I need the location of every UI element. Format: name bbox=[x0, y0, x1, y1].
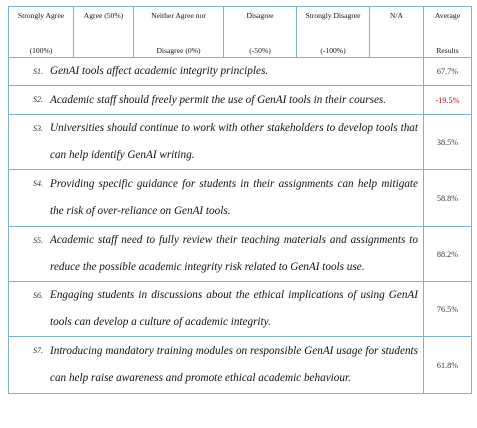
statement-number: S1. bbox=[33, 67, 43, 76]
statement-number: S4. bbox=[33, 179, 43, 188]
statement-text: Engaging students in discussions about t… bbox=[50, 289, 418, 328]
statement-cell: S4. Providing specific guidance for stude… bbox=[8, 169, 424, 227]
statement-cell: S1. GenAI tools affect academic integrity… bbox=[8, 57, 424, 86]
statement-row: S2. Academic staff should freely permit … bbox=[8, 85, 472, 115]
statement-row: S3. Universities should continue to work … bbox=[8, 114, 472, 170]
statement-cell: S2. Academic staff should freely permit … bbox=[8, 85, 424, 115]
statement-number: S2. bbox=[33, 95, 43, 104]
average-result: -19.5% bbox=[423, 85, 472, 115]
header-agree: Agree (50%) bbox=[73, 6, 134, 58]
statement-row: S1. GenAI tools affect academic integrity… bbox=[8, 57, 472, 86]
statement-number: S3. bbox=[33, 124, 43, 133]
statement-cell: S5. Academic staff need to fully review t… bbox=[8, 226, 424, 282]
statement-cell: S7. Introducing mandatory training module… bbox=[8, 336, 424, 394]
average-result: 38.5% bbox=[423, 114, 472, 170]
header-disagree: Disagree (-50%) bbox=[223, 6, 297, 58]
statement-text: Academic staff should freely permit the … bbox=[50, 93, 387, 106]
average-result: 67.7% bbox=[423, 57, 472, 86]
statement-row: S6. Engaging students in discussions abou… bbox=[8, 281, 472, 337]
header-average-results: Average Results bbox=[423, 6, 472, 58]
statement-number: S7. bbox=[33, 346, 43, 355]
statement-text: Introducing mandatory training modules o… bbox=[50, 345, 418, 384]
statement-row: S5. Academic staff need to fully review t… bbox=[8, 226, 472, 282]
average-result: 76.5% bbox=[423, 281, 472, 337]
statement-row: S7. Introducing mandatory training module… bbox=[8, 336, 472, 394]
header-na: N/A bbox=[369, 6, 424, 58]
statement-text: GenAI tools affect academic integrity pr… bbox=[50, 65, 269, 77]
statement-text: Academic staff need to fully review thei… bbox=[50, 234, 418, 273]
header-neither: Neither Agree nor Disagree (0%) bbox=[133, 6, 224, 58]
header-row: Strongly Agree (100%) Agree (50%) Neither… bbox=[8, 6, 472, 58]
average-result: 58.8% bbox=[423, 169, 472, 227]
statement-number: S6. bbox=[33, 291, 43, 300]
statement-text: Universities should continue to work wit… bbox=[50, 122, 418, 161]
header-strongly-agree: Strongly Agree (100%) bbox=[8, 6, 74, 58]
average-result: 61.8% bbox=[423, 336, 472, 394]
survey-results-table: Strongly Agree (100%) Agree (50%) Neither… bbox=[8, 6, 472, 394]
statement-number: S5. bbox=[33, 236, 43, 245]
header-strongly-disagree: Strongly Disagree (-100%) bbox=[296, 6, 370, 58]
statement-cell: S3. Universities should continue to work … bbox=[8, 114, 424, 170]
statement-cell: S6. Engaging students in discussions abou… bbox=[8, 281, 424, 337]
statement-text: Providing specific guidance for students… bbox=[50, 178, 418, 217]
average-result: 88.2% bbox=[423, 226, 472, 282]
statement-row: S4. Providing specific guidance for stude… bbox=[8, 169, 472, 227]
